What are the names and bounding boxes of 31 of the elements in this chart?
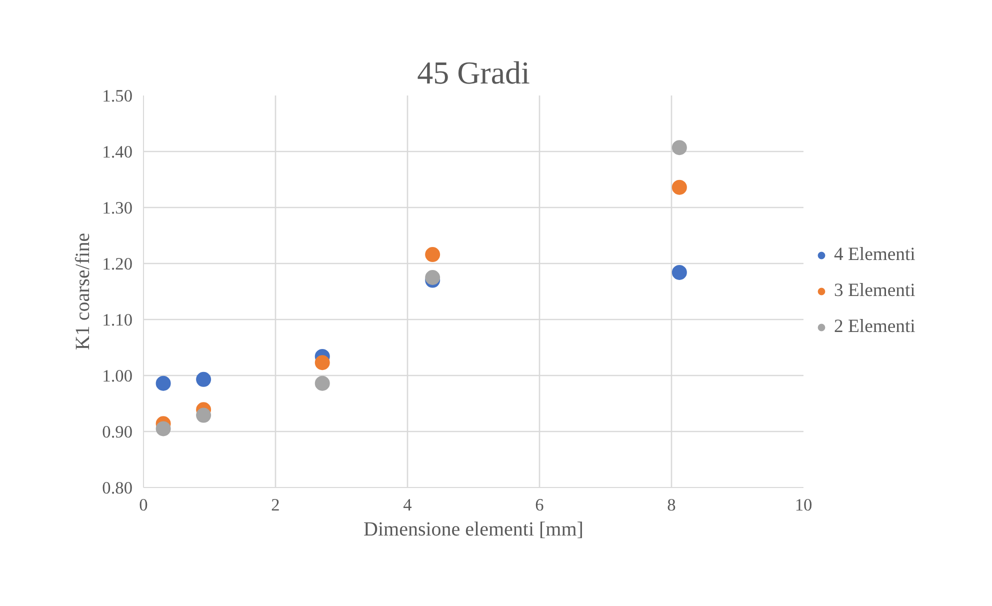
- y-tick-label: 1.10: [102, 310, 133, 330]
- x-axis-title: Dimensione elementi [mm]: [364, 518, 584, 540]
- y-axis-title: K1 coarse/fine: [72, 232, 94, 350]
- point: [672, 264, 687, 280]
- point: [314, 355, 330, 370]
- x-tick-label: 10: [794, 496, 812, 514]
- point: [425, 247, 440, 262]
- x-tick-label: 6: [535, 496, 544, 514]
- point: [672, 180, 687, 195]
- legend-label: 3 Elementi: [834, 280, 916, 302]
- point: [196, 372, 212, 387]
- point: [156, 376, 171, 391]
- x-tick-label: 0: [139, 496, 148, 514]
- point: [196, 408, 212, 423]
- point: [672, 140, 687, 156]
- chart-title: 45 Gradi: [417, 54, 530, 90]
- y-tick-label: 1.40: [102, 142, 133, 162]
- point: [156, 421, 171, 436]
- point: [425, 270, 440, 285]
- y-tick-label: 0.90: [102, 422, 133, 442]
- legend-label: 2 Elementi: [834, 316, 916, 338]
- x-tick-label: 2: [271, 496, 280, 514]
- x-tick-label: 4: [403, 496, 412, 514]
- x-tick-label: 8: [667, 496, 676, 514]
- y-tick-label: 1.30: [102, 198, 133, 218]
- legend-label: 4 Elementi: [834, 244, 916, 266]
- y-tick-label: 0.80: [102, 478, 133, 498]
- y-tick-label: 1.00: [102, 366, 133, 386]
- y-tick-label: 1.20: [102, 254, 133, 274]
- y-tick-label: 1.50: [102, 86, 133, 106]
- point: [314, 376, 330, 391]
